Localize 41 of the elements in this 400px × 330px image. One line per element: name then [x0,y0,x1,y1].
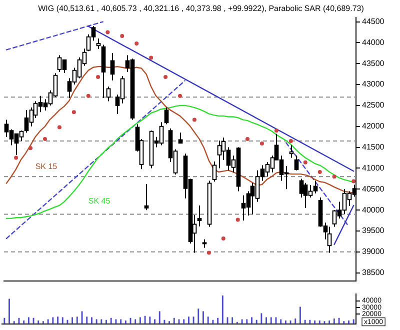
point [134,42,139,46]
point [120,34,124,38]
point [236,218,240,222]
point [106,30,110,34]
point [318,170,322,174]
chart-title: WIG (40,513.61 , 40,605.73 , 40,321.16 , 40,373.98 , +99.9922), Parabolic SAR (40,689.73) [38,4,364,14]
point [178,94,182,98]
point [288,139,293,144]
y-tick-label: 42000 [362,122,385,131]
point [42,136,47,141]
point [260,142,264,146]
point [352,179,356,184]
series-label: SK 15 [35,162,58,172]
point [149,56,154,60]
point [206,250,211,255]
y-tick-label: 38500 [362,268,385,278]
series-label: SK 45 [88,196,111,206]
point [164,75,168,80]
y-tick-label: 39500 [362,226,385,236]
y-tick-label: 41000 [362,163,385,172]
y-tick-label: 44500 [362,16,385,26]
point [332,174,336,179]
point [14,156,18,160]
point [57,125,62,130]
point [96,75,100,80]
y-tick-label: 42500 [362,100,385,110]
point [303,160,308,164]
point [192,118,196,122]
point [246,136,250,141]
point [221,236,226,241]
point [28,146,33,150]
y-tick-label: 43000 [362,80,385,89]
y-tick-label: 44000 [362,38,385,47]
point [274,128,278,133]
y-tick-label: 40500 [362,184,385,194]
point [72,110,76,114]
y-tick-label: 39000 [362,247,385,256]
y-tick-label: 40000 [362,205,385,214]
y-tick-label: 41500 [362,142,385,152]
point [86,94,90,98]
y-tick-label: 43500 [362,58,385,68]
